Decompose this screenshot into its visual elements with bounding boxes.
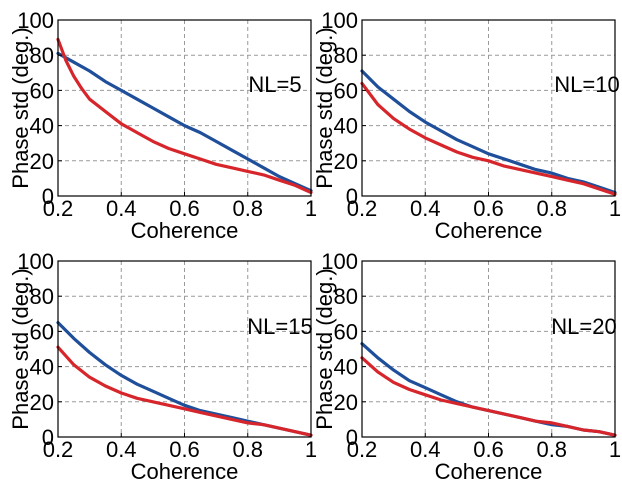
y-tick-label: 0 — [346, 184, 358, 209]
x-tick-label: 0.4 — [106, 196, 137, 221]
panel-annotation: NL=10 — [554, 72, 619, 97]
y-tick-label: 80 — [334, 43, 358, 68]
y-tick-label: 100 — [17, 249, 54, 274]
y-tick-label: 80 — [334, 284, 358, 309]
panel-2: 0 20 40 60 80 100 0.2 0.4 0.6 0.8 1 Coherence Phase … — [312, 8, 621, 243]
y-tick-label: 100 — [321, 8, 358, 33]
y-tick-label: 0 — [346, 425, 358, 450]
panel-1: 0 20 40 60 80 100 0.2 0.4 0.6 0.8 1 Coherence Phase … — [8, 8, 317, 243]
y-tick-label: 40 — [334, 114, 358, 139]
x-tick-label: 0.2 — [347, 196, 378, 221]
panel-annotation: NL=20 — [551, 314, 616, 339]
y-tick-label: 20 — [334, 390, 358, 415]
y-tick-label: 40 — [334, 355, 358, 380]
y-tick-label: 0 — [42, 184, 54, 209]
series-line-red — [360, 356, 617, 437]
y-tick-label: 40 — [30, 355, 54, 380]
x-tick-label: 0.8 — [536, 437, 567, 462]
y-tick-label: 100 — [17, 8, 54, 33]
panel-4: 0 20 40 60 80 100 0.2 0.4 0.6 0.8 1 Coherence Phase … — [312, 249, 621, 484]
y-tick-label: 20 — [334, 149, 358, 174]
y-tick-label: 20 — [30, 149, 54, 174]
x-tick-label: 0.6 — [169, 196, 200, 221]
x-tick-label: 0.6 — [169, 437, 200, 462]
y-tick-label: 80 — [30, 284, 54, 309]
x-tick-label: 0.6 — [473, 437, 504, 462]
y-axis-label: Phase std (deg.) — [8, 268, 33, 429]
x-tick-label: 1 — [305, 196, 317, 221]
series-line-red — [360, 81, 617, 196]
y-tick-label: 60 — [334, 78, 358, 103]
panel-3: 0 20 40 60 80 100 0.2 0.4 0.6 0.8 1 Coherence Phase … — [8, 249, 317, 484]
y-tick-label: 20 — [30, 390, 54, 415]
y-tick-label: 0 — [42, 425, 54, 450]
series-line-red — [56, 345, 313, 437]
y-tick-label: 40 — [30, 114, 54, 139]
x-tick-label: 0.4 — [410, 437, 441, 462]
x-tick-label: 0.2 — [43, 437, 74, 462]
y-tick-label: 80 — [30, 43, 54, 68]
panel-annotation: NL=15 — [247, 314, 312, 339]
x-tick-label: 0.8 — [536, 196, 567, 221]
x-tick-label: 0.8 — [232, 196, 263, 221]
x-tick-label: 0.6 — [473, 196, 504, 221]
x-tick-label: 1 — [609, 437, 621, 462]
y-axis-label: Phase std (deg.) — [312, 268, 337, 429]
x-axis-label: Coherence — [131, 218, 239, 243]
y-tick-label: 100 — [321, 249, 358, 274]
series-line-blue — [56, 51, 313, 193]
y-axis-label: Phase std (deg.) — [8, 27, 33, 188]
x-axis-label: Coherence — [435, 218, 543, 243]
x-tick-label: 0.4 — [106, 437, 137, 462]
x-tick-label: 1 — [609, 196, 621, 221]
y-tick-label: 60 — [30, 319, 54, 344]
x-tick-label: 0.2 — [347, 437, 378, 462]
series-line-red — [56, 37, 313, 195]
x-axis-label: Coherence — [131, 459, 239, 484]
panel-annotation: NL=5 — [248, 72, 301, 97]
series-line-blue — [360, 69, 617, 195]
x-tick-label: 1 — [305, 437, 317, 462]
x-tick-label: 0.2 — [43, 196, 74, 221]
x-tick-label: 0.8 — [232, 437, 263, 462]
x-axis-label: Coherence — [435, 459, 543, 484]
y-tick-label: 60 — [334, 319, 358, 344]
y-tick-label: 60 — [30, 78, 54, 103]
x-tick-label: 0.4 — [410, 196, 441, 221]
y-axis-label: Phase std (deg.) — [312, 27, 337, 188]
